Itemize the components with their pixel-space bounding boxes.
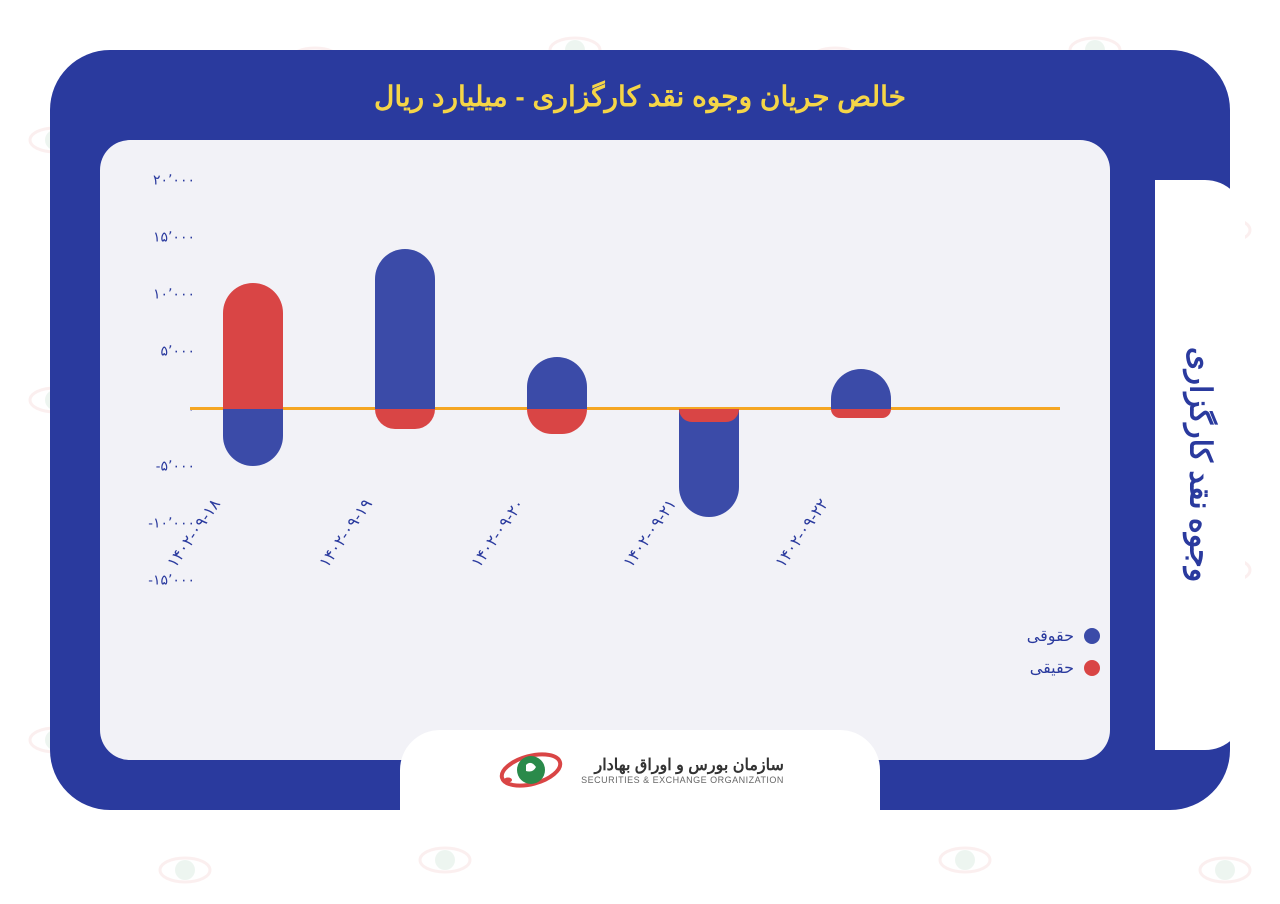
footer-tab: سازمان بورس و اوراق بهادار SECURITIES & … <box>400 730 880 810</box>
bar-blue <box>527 357 587 408</box>
chart-area: ۱۵٬۰۰۰-۱۰٬۰۰۰-۵٬۰۰۰-۰۵٬۰۰۰۱۰٬۰۰۰۱۵٬۰۰۰۲۰… <box>200 180 1050 580</box>
bar-red <box>375 409 435 430</box>
bar-red <box>831 409 891 418</box>
org-name-fa: سازمان بورس و اوراق بهادار <box>581 755 784 775</box>
y-axis: ۱۵٬۰۰۰-۱۰٬۰۰۰-۵٬۰۰۰-۰۵٬۰۰۰۱۰٬۰۰۰۱۵٬۰۰۰۲۰… <box>110 180 195 580</box>
bar-blue <box>831 369 891 409</box>
bar-red <box>527 409 587 434</box>
y-tick-label: ۰ <box>110 400 195 417</box>
y-tick-label: ۵٬۰۰۰ <box>110 343 195 360</box>
legend-item: حقیقی <box>1027 658 1100 678</box>
org-text-block: سازمان بورس و اوراق بهادار SECURITIES & … <box>581 755 784 785</box>
side-title-tab: وجوه نقد کارگزاری <box>1155 180 1245 750</box>
legend-item: حقوقی <box>1027 626 1100 646</box>
legend-label: حقوقی <box>1027 626 1074 646</box>
y-tick-label: ۵٬۰۰۰- <box>110 457 195 474</box>
org-name-en: SECURITIES & EXCHANGE ORGANIZATION <box>581 775 784 785</box>
x-axis-labels: ۱۴۰۲-۰۹-۱۸۱۴۰۲-۰۹-۱۹۱۴۰۲-۰۹-۲۰۱۴۰۲-۰۹-۲۱… <box>100 550 1110 690</box>
legend-label: حقیقی <box>1030 658 1074 678</box>
legend-dot-icon <box>1084 628 1100 644</box>
bar-red <box>223 283 283 409</box>
y-tick-label: ۱۵٬۰۰۰ <box>110 229 195 246</box>
y-tick-label: ۲۰٬۰۰۰ <box>110 172 195 189</box>
chart-frame: خالص جریان وجوه نقد کارگزاری - میلیارد ر… <box>50 50 1230 810</box>
y-tick-label: ۱۰٬۰۰۰ <box>110 286 195 303</box>
bar-red <box>679 409 739 423</box>
chart-panel: ۱۵٬۰۰۰-۱۰٬۰۰۰-۵٬۰۰۰-۰۵٬۰۰۰۱۰٬۰۰۰۱۵٬۰۰۰۲۰… <box>100 140 1110 760</box>
chart-legend: حقوقی حقیقی <box>1027 626 1100 690</box>
chart-title: خالص جریان وجوه نقد کارگزاری - میلیارد ر… <box>50 80 1230 113</box>
bar-blue <box>375 249 435 409</box>
bar-blue <box>223 409 283 466</box>
side-title-text: وجوه نقد کارگزاری <box>1183 347 1218 582</box>
plot-area <box>200 180 1050 580</box>
legend-dot-icon <box>1084 660 1100 676</box>
bar-blue <box>679 409 739 518</box>
y-tick-label: ۱۰٬۰۰۰- <box>110 514 195 531</box>
seo-logo-icon <box>496 745 566 795</box>
zero-line <box>190 407 1060 410</box>
